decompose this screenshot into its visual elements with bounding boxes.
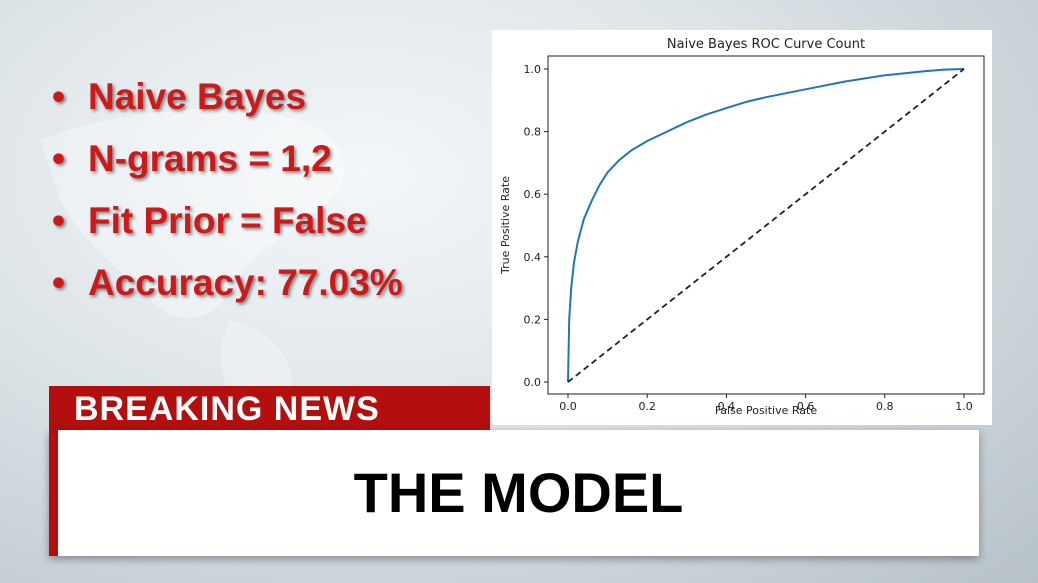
y-tick-label: 0.2 <box>524 313 542 326</box>
bullet-text: Naive Bayes <box>88 76 307 117</box>
roc-chart-svg: Naive Bayes ROC Curve Count 0.0 0.2 0.4 0.6… <box>499 37 985 417</box>
bullet-item-fit-prior: • Fit Prior = False <box>50 196 403 258</box>
headline-text: THE MODEL <box>353 461 684 524</box>
x-tick-label: 0.0 <box>559 400 577 413</box>
headline-banner: THE MODEL <box>49 430 979 556</box>
bullet-item-accuracy: • Accuracy: 77.03% <box>50 258 403 320</box>
bullet-dot: • <box>52 138 65 179</box>
bullet-text: N-grams = 1,2 <box>88 138 332 179</box>
bullet-dot: • <box>52 76 65 117</box>
bullet-item-ngrams: • N-grams = 1,2 <box>50 134 403 196</box>
series-layer <box>567 68 965 383</box>
y-tick-label: 0.6 <box>524 188 542 201</box>
y-axis: 0.0 0.2 0.4 0.6 0.8 1.0 <box>524 63 548 389</box>
bullet-text: Accuracy: 77.03% <box>88 262 403 303</box>
chart-title: Naive Bayes ROC Curve Count <box>667 37 865 52</box>
bullet-text: Fit Prior = False <box>88 200 367 241</box>
x-tick-label: 0.8 <box>876 400 894 413</box>
x-tick-label: 0.6 <box>797 400 815 413</box>
roc-curve-line <box>567 68 965 383</box>
y-tick-label: 0.4 <box>524 251 542 264</box>
x-axis-label: False Positive Rate <box>715 404 817 417</box>
bullet-list: • Naive Bayes • N-grams = 1,2 • Fit Prior =… <box>50 72 403 320</box>
x-tick-label: 0.2 <box>638 400 656 413</box>
roc-chart: Naive Bayes ROC Curve Count 0.0 0.2 0.4 0.6… <box>492 30 992 425</box>
breaking-news-label: BREAKING NEWS <box>49 386 490 432</box>
y-tick-label: 0.8 <box>524 126 542 139</box>
bullet-dot: • <box>52 200 65 241</box>
y-tick-label: 1.0 <box>524 63 542 76</box>
bullet-dot: • <box>52 262 65 303</box>
x-axis: 0.0 0.2 0.4 0.6 0.8 1.0 <box>559 394 973 413</box>
y-axis-label: True Positive Rate <box>499 176 512 275</box>
x-tick-label: 1.0 <box>955 400 973 413</box>
diagonal-reference-line <box>567 68 965 383</box>
bullet-item-model: • Naive Bayes <box>50 72 403 134</box>
y-tick-label: 0.0 <box>524 376 542 389</box>
x-tick-label: 0.4 <box>718 400 736 413</box>
